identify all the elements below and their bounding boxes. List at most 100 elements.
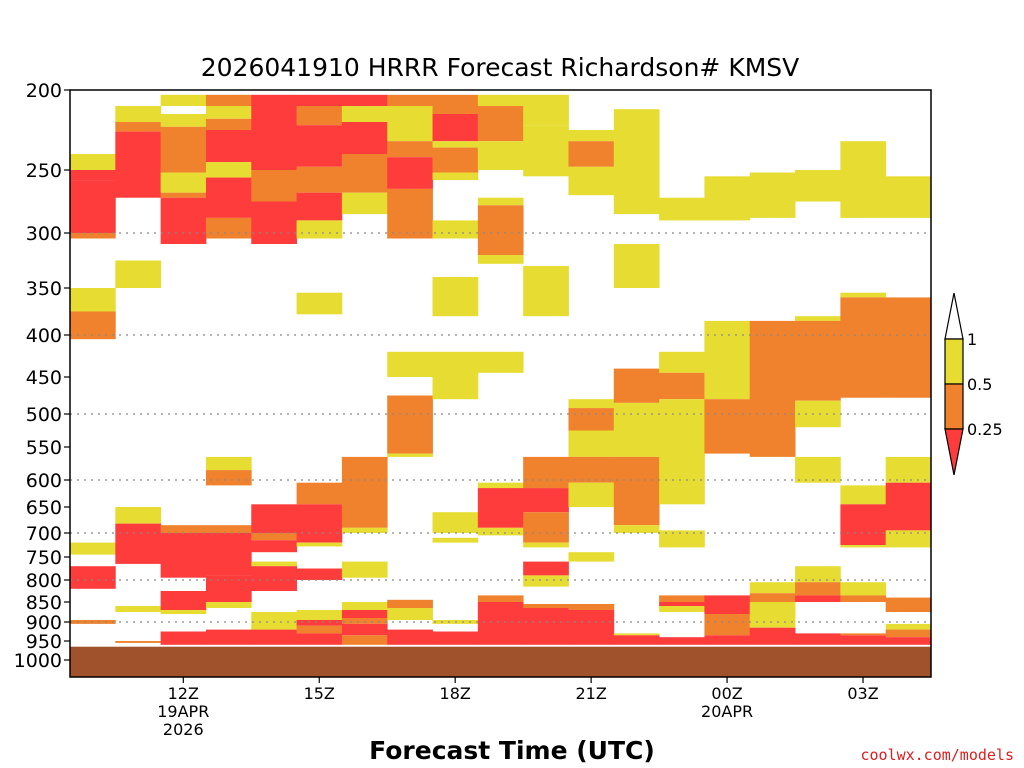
ri-cell (840, 141, 887, 218)
ri-cell (341, 456, 388, 528)
cells-layer (70, 94, 932, 645)
legend-swatch-yellow (944, 338, 964, 385)
ri-cell (432, 172, 479, 181)
ri-cell (341, 94, 388, 106)
ri-cell (160, 114, 207, 127)
ri-cell (477, 527, 524, 536)
ri-cell (296, 192, 343, 221)
ri-cell (70, 566, 116, 589)
ri-cell (205, 162, 252, 178)
ri-cell (341, 635, 388, 645)
ri-cell (70, 170, 116, 181)
ri-cell (160, 126, 207, 173)
ri-cell (795, 595, 841, 602)
y-tick-label: 300 (26, 223, 62, 245)
ri-cell (749, 627, 796, 645)
ri-cell (704, 320, 751, 400)
ri-cell (477, 205, 524, 255)
ri-cell (840, 292, 887, 298)
ri-cell (115, 122, 162, 132)
legend: 1 0.5 0.25 (944, 292, 1003, 476)
x-tick-label: 21Z (575, 684, 606, 703)
ri-cell (432, 512, 479, 533)
legend-label: 0.25 (967, 420, 1003, 439)
ri-cell (477, 602, 524, 645)
legend-arrow-low (944, 428, 964, 476)
ri-cell (795, 170, 841, 202)
plot-frame (69, 89, 932, 678)
ri-cell (341, 154, 388, 193)
ri-cell (523, 488, 569, 513)
ri-cell (70, 233, 116, 239)
ri-cell (568, 399, 615, 409)
ri-cell (659, 372, 705, 400)
ri-cell (296, 504, 343, 543)
y-tick-label: 900 (26, 612, 62, 634)
ri-cell (387, 395, 433, 454)
ri-cell (613, 109, 660, 215)
ri-cell (251, 504, 297, 533)
ri-cell (205, 629, 252, 645)
ri-cell (795, 320, 841, 401)
ri-cell (840, 595, 887, 602)
ri-cell (70, 180, 116, 233)
ri-cell (387, 106, 433, 142)
ri-cell (659, 351, 705, 373)
ri-cell (205, 575, 252, 602)
ri-cell (885, 530, 932, 548)
legend-label: 0.5 (967, 375, 992, 394)
ri-cell (659, 530, 705, 548)
y-tick-label: 750 (26, 547, 62, 569)
ri-cell (115, 131, 162, 198)
ri-cell (613, 244, 660, 288)
ri-cell (205, 94, 252, 106)
ri-cell (749, 593, 796, 602)
ri-cell (523, 266, 569, 317)
ri-cell (659, 595, 705, 602)
ri-cell (115, 260, 162, 288)
ri-cell (613, 633, 660, 636)
ri-cell (251, 94, 297, 106)
ri-cell (840, 582, 887, 596)
ri-cell (477, 141, 524, 170)
ri-cell (115, 641, 162, 643)
ri-cell (885, 597, 932, 612)
ri-cell (477, 488, 524, 528)
ri-cell (296, 94, 343, 106)
ri-cell (432, 631, 479, 645)
ri-cell (341, 561, 388, 578)
ri-cell (251, 170, 297, 202)
ri-cell (523, 125, 569, 177)
ri-cell (477, 595, 524, 602)
ri-cell (387, 351, 433, 377)
ri-cell (296, 620, 343, 626)
ri-cell (251, 629, 297, 645)
ri-cell (296, 125, 343, 167)
ri-cell (704, 614, 751, 636)
y-tick-label: 550 (26, 437, 62, 459)
ri-cell (205, 106, 252, 119)
ri-cell (749, 602, 796, 628)
ri-cell (296, 166, 343, 193)
ri-cell (885, 629, 932, 638)
y-tick-label: 500 (26, 404, 62, 426)
ri-cell (795, 633, 841, 645)
ri-cell (160, 94, 207, 106)
ri-cell (341, 618, 388, 624)
ri-cell (205, 470, 252, 486)
ri-cell (885, 482, 932, 531)
ri-cell (568, 456, 615, 483)
y-tick-label: 450 (26, 367, 62, 389)
ri-cell (70, 288, 116, 312)
ri-cell (749, 172, 796, 218)
ri-cell (795, 456, 841, 483)
y-tick-label: 850 (26, 592, 62, 614)
ri-cell (251, 566, 297, 591)
ri-cell (477, 482, 524, 489)
legend-swatch-orange (944, 383, 964, 430)
ri-cell (840, 297, 887, 398)
y-axis: 200 250 300 350 400 450 500 550 600 650 7007508008… (14, 80, 70, 672)
ri-cell (160, 591, 207, 610)
